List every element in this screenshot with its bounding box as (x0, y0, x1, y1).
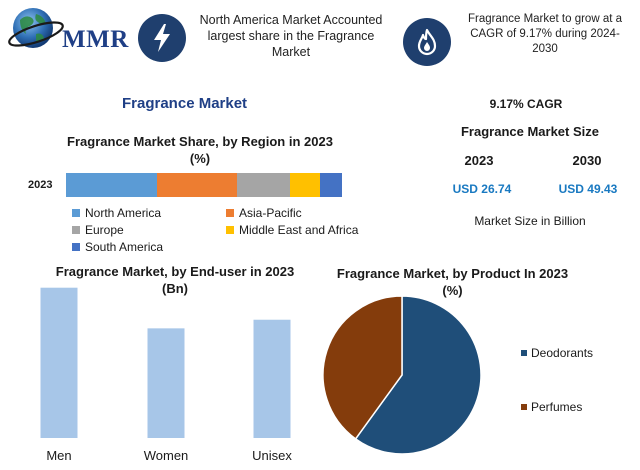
pie-legend-swatch-deodorants (521, 350, 527, 356)
product-chart-title: Fragrance Market, by Product In 2023 (%) (330, 265, 575, 299)
region-chart-title-text: Fragrance Market Share, by Region in 202… (67, 134, 333, 149)
pie-legend-swatch-perfumes (521, 404, 527, 410)
header-insight-cagr: Fragrance Market to grow at a CAGR of 9.… (467, 13, 623, 55)
region-segment-south-america (319, 173, 342, 197)
pie-legend-label-deodorants: Deodorants (531, 346, 593, 360)
enduser-tick-label: Women (144, 448, 189, 463)
enduser-bar-men (40, 287, 78, 438)
enduser-bar-chart: Men Women Unisex (40, 287, 292, 463)
enduser-chart-title: Fragrance Market, by End-user in 2023 (B… (40, 263, 310, 297)
enduser-bar-unisex (253, 319, 291, 438)
legend-item-middle-east-and-africa: Middle East and Africa (226, 223, 358, 237)
pie-slice-perfumes (322, 296, 403, 440)
market-size-cagr: 9.17% CAGR (489, 97, 563, 111)
legend-item-north-america: North America (72, 206, 161, 220)
legend-swatch (226, 209, 234, 217)
enduser-tick-label: Men (46, 448, 71, 463)
pie-legend-label-perfumes: Perfumes (531, 400, 582, 414)
header-insight-region: North America Market Accounted largest s… (199, 13, 383, 59)
legend-swatch (72, 243, 80, 251)
enduser-tick-label: Unisex (252, 448, 292, 463)
pie-slice-deodorants (354, 296, 482, 455)
product-chart-title-text: Fragrance Market, by Product In 2023 (336, 266, 569, 281)
legend-swatch (72, 226, 80, 234)
enduser-chart-subtitle: (Bn) (162, 281, 188, 296)
region-stacked-bar (66, 173, 342, 197)
legend-swatch (72, 209, 80, 217)
flame-icon (403, 18, 451, 66)
legend-label: South America (85, 240, 164, 254)
region-segment-europe (237, 173, 290, 197)
product-chart-subtitle: (%) (442, 283, 463, 298)
legend-label: North America (85, 206, 162, 220)
legend-swatch (226, 226, 234, 234)
market-size-value-start: USD 26.74 (452, 182, 512, 196)
brand-name: MMR (62, 26, 129, 53)
enduser-chart-title-text: Fragrance Market, by End-user in 2023 (55, 264, 295, 279)
region-segment-north-america (66, 173, 158, 197)
legend-label: Asia-Pacific (239, 206, 302, 220)
legend-item-asia-pacific: Asia-Pacific (226, 206, 302, 220)
legend-label: Middle East and Africa (239, 223, 359, 237)
region-chart-title: Fragrance Market Share, by Region in 202… (60, 133, 340, 167)
legend-label: Europe (85, 223, 124, 237)
lightning-bolt-icon (138, 14, 186, 62)
region-segment-asia-pacific (157, 173, 238, 197)
region-chart-category-label: 2023 (28, 179, 53, 191)
legend-item-europe: Europe (72, 223, 124, 237)
mmr-logo: MMR (6, 4, 128, 56)
globe-icon (8, 8, 64, 48)
page-title: Fragrance Market (122, 95, 248, 112)
region-segment-middle-east-and-africa (289, 173, 320, 197)
market-size-unit-note: Market Size in Billion (474, 214, 586, 228)
market-size-title: Fragrance Market Size (460, 124, 599, 139)
market-size-year-end: 2030 (572, 153, 602, 168)
legend-item-south-america: South America (72, 240, 163, 254)
enduser-bar-women (147, 328, 185, 438)
market-size-year-start: 2023 (464, 153, 494, 168)
product-pie-chart: Deodorants Perfumes (322, 296, 593, 455)
region-chart-subtitle: (%) (189, 151, 211, 166)
market-size-value-end: USD 49.43 (558, 182, 618, 196)
